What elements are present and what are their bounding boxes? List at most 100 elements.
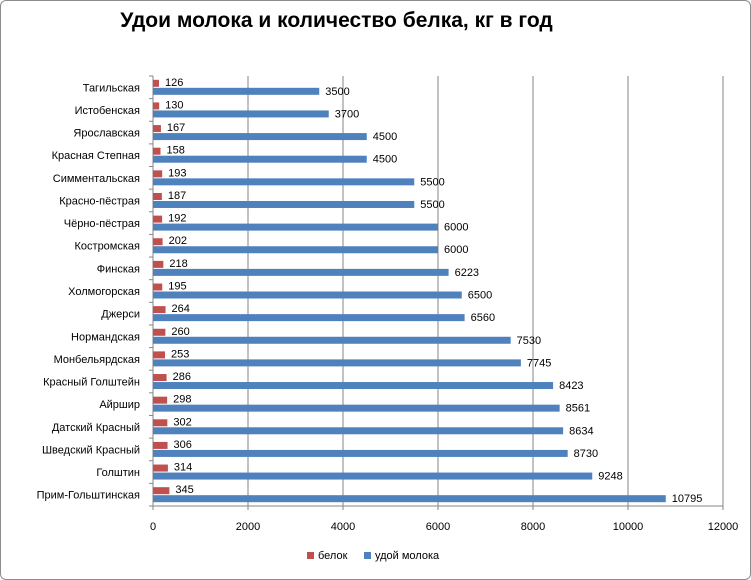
bar-milk-13 xyxy=(153,382,554,390)
category-label-11: Нормандская xyxy=(71,331,140,343)
category-label-14: Айршир xyxy=(99,399,140,411)
bar-protein-11 xyxy=(153,328,166,336)
bar-protein-3 xyxy=(153,147,161,155)
x-tick-label-1: 2000 xyxy=(236,521,260,533)
label-protein-16: 306 xyxy=(174,439,192,451)
bar-protein-2 xyxy=(153,125,161,133)
category-label-8: Финская xyxy=(97,263,140,275)
category-label-2: Ярославская xyxy=(73,128,140,140)
label-milk-12: 7745 xyxy=(527,357,551,369)
category-label-13: Красный Голштейн xyxy=(43,377,140,389)
bar-milk-9 xyxy=(153,291,462,299)
label-milk-16: 8730 xyxy=(574,448,598,460)
label-protein-10: 264 xyxy=(172,303,190,315)
bar-milk-16 xyxy=(153,449,568,457)
label-milk-14: 8561 xyxy=(566,403,590,415)
label-milk-8: 6223 xyxy=(455,267,479,279)
label-milk-11: 7530 xyxy=(517,335,541,347)
legend-label-protein: белок xyxy=(318,550,348,562)
label-protein-12: 253 xyxy=(171,348,189,360)
chart-title: Удои молока и количество белка, кг в год xyxy=(120,9,553,32)
label-milk-17: 9248 xyxy=(598,471,622,483)
bar-protein-0 xyxy=(153,79,159,87)
category-label-4: Симментальская xyxy=(53,173,140,185)
bar-protein-12 xyxy=(153,351,166,359)
x-tick-label-4: 8000 xyxy=(521,521,545,533)
label-protein-14: 298 xyxy=(173,394,191,406)
label-milk-1: 3700 xyxy=(335,108,359,120)
bar-milk-4 xyxy=(153,178,415,186)
category-label-18: Прим-Гольштинская xyxy=(37,490,140,502)
category-label-7: Костромская xyxy=(75,241,141,253)
label-milk-5: 5500 xyxy=(420,199,444,211)
label-protein-4: 193 xyxy=(168,167,186,179)
x-tick-label-3: 6000 xyxy=(426,521,450,533)
bar-milk-5 xyxy=(153,200,415,208)
x-tick-label-0: 0 xyxy=(150,521,156,533)
bar-milk-2 xyxy=(153,133,367,141)
bar-protein-4 xyxy=(153,170,163,178)
bar-protein-15 xyxy=(153,419,168,427)
bar-protein-18 xyxy=(153,487,170,495)
category-label-6: Чёрно-пёстрая xyxy=(64,218,140,230)
category-label-16: Шведский Красный xyxy=(42,444,140,456)
label-protein-5: 187 xyxy=(168,190,186,202)
legend-swatch-protein xyxy=(307,552,314,559)
label-protein-11: 260 xyxy=(171,326,189,338)
label-protein-1: 130 xyxy=(165,99,183,111)
label-milk-18: 10795 xyxy=(672,493,703,505)
category-label-1: Истобенская xyxy=(75,105,140,117)
bar-protein-16 xyxy=(153,441,168,449)
label-milk-10: 6560 xyxy=(471,312,495,324)
bar-milk-7 xyxy=(153,246,438,254)
label-milk-4: 5500 xyxy=(420,176,444,188)
bar-milk-0 xyxy=(153,87,320,95)
bar-protein-14 xyxy=(153,396,168,404)
label-protein-13: 286 xyxy=(173,371,191,383)
bar-milk-15 xyxy=(153,427,564,435)
bar-protein-17 xyxy=(153,464,168,472)
label-milk-0: 3500 xyxy=(325,86,349,98)
legend-label-milk: удой молока xyxy=(375,550,440,562)
category-label-3: Красная Степная xyxy=(52,150,140,162)
category-label-5: Красно-пёстрая xyxy=(59,195,140,207)
bar-protein-8 xyxy=(153,260,164,268)
label-milk-15: 8634 xyxy=(569,425,593,437)
x-tick-label-2: 4000 xyxy=(331,521,355,533)
label-milk-9: 6500 xyxy=(468,290,492,302)
bar-milk-18 xyxy=(153,495,666,503)
x-tick-label-6: 12000 xyxy=(708,521,739,533)
bar-milk-12 xyxy=(153,359,521,367)
category-label-17: Голштин xyxy=(96,467,140,479)
bar-milk-6 xyxy=(153,223,438,231)
bar-milk-14 xyxy=(153,404,560,412)
x-tick-label-5: 10000 xyxy=(613,521,644,533)
label-milk-3: 4500 xyxy=(373,154,397,166)
label-milk-6: 6000 xyxy=(444,222,468,234)
category-label-15: Датский Красный xyxy=(52,422,140,434)
bar-protein-9 xyxy=(153,283,163,291)
label-protein-7: 202 xyxy=(169,235,187,247)
category-label-0: Тагильская xyxy=(83,82,140,94)
bar-milk-1 xyxy=(153,110,329,118)
legend-swatch-milk xyxy=(364,552,371,559)
bar-protein-7 xyxy=(153,238,163,246)
category-label-12: Монбельярдская xyxy=(54,354,140,366)
bar-milk-10 xyxy=(153,314,465,322)
bar-milk-17 xyxy=(153,472,593,480)
bar-milk-3 xyxy=(153,155,367,163)
label-milk-2: 4500 xyxy=(373,131,397,143)
bar-protein-6 xyxy=(153,215,163,223)
label-milk-7: 6000 xyxy=(444,244,468,256)
label-protein-17: 314 xyxy=(174,462,192,474)
label-protein-8: 218 xyxy=(169,258,187,270)
bar-protein-10 xyxy=(153,306,166,314)
label-milk-13: 8423 xyxy=(559,380,583,392)
bar-protein-1 xyxy=(153,102,160,110)
label-protein-18: 345 xyxy=(175,484,193,496)
label-protein-6: 192 xyxy=(168,213,186,225)
category-label-9: Холмогорская xyxy=(68,286,140,298)
bar-protein-13 xyxy=(153,374,167,382)
